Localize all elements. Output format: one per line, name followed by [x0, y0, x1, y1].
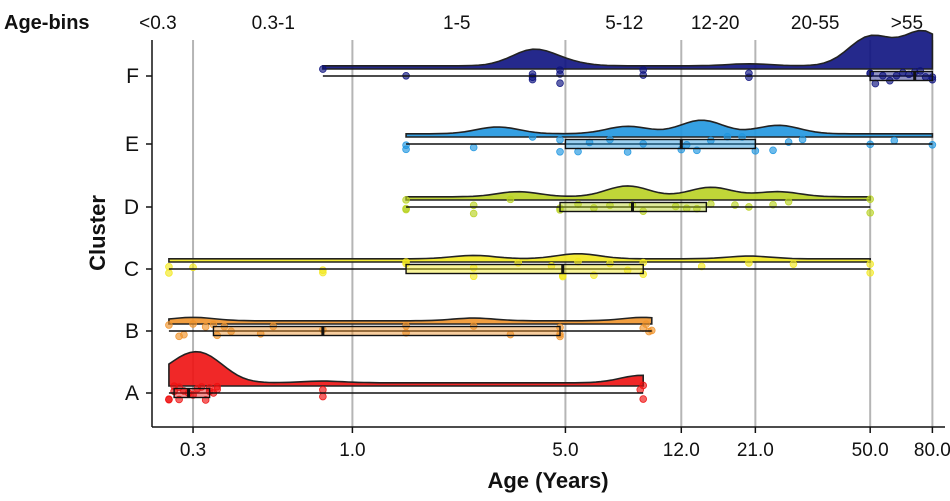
point-F-14: [871, 79, 880, 88]
age-bins-title: Age-bins: [4, 12, 90, 34]
density-F: [322, 29, 934, 70]
point-D-22: [866, 195, 874, 203]
series-D: [402, 185, 874, 218]
point-B-0: [165, 321, 173, 329]
y-tick-label-A: A: [125, 382, 139, 405]
point-C-4: [319, 266, 327, 274]
density-D: [405, 185, 872, 201]
point-E-4: [556, 136, 564, 144]
point-C-22: [866, 268, 874, 277]
age-bin-label-5: 20-55: [791, 13, 840, 34]
series-F: [319, 29, 937, 88]
point-E-16: [738, 133, 746, 141]
point-D-21: [866, 208, 874, 217]
point-D-2: [402, 196, 410, 204]
y-tick-label-B: B: [125, 320, 139, 343]
point-C-15: [606, 259, 614, 268]
y-tick-label-D: D: [124, 196, 139, 219]
point-C-20: [745, 259, 753, 267]
x-tick-label-6: 80.0: [914, 440, 950, 461]
age-bin-label-4: 12-20: [691, 13, 740, 34]
gridlines: [192, 40, 934, 427]
point-D-1: [402, 205, 410, 214]
age-bin-label-0: <0.3: [139, 13, 177, 34]
series-A: [165, 350, 648, 404]
point-E-23: [928, 141, 937, 149]
point-B-2: [180, 330, 188, 339]
point-A-21: [639, 395, 648, 403]
point-F-7: [556, 66, 564, 74]
y-axis-title: Cluster: [85, 195, 110, 271]
point-E-3: [528, 133, 537, 141]
box-B: [212, 325, 561, 337]
series-C: [165, 253, 874, 281]
density-A: [168, 350, 645, 387]
point-E-1: [402, 141, 410, 149]
labels: 0.3 1.0 5.0 12.0 21.0 50.0 80.0 <0.3 0.3-1 1-5 5-1…: [124, 13, 950, 461]
point-C-21: [789, 260, 798, 268]
x-tick-label-2: 5.0: [552, 440, 578, 461]
box-A: [173, 387, 211, 399]
x-tick-label-4: 21.0: [737, 440, 774, 461]
x-tick-label-3: 12.0: [663, 440, 700, 461]
density-B: [168, 316, 653, 325]
box-C: [405, 263, 644, 275]
series-E: [402, 119, 937, 156]
age-bin-label-6: >55: [891, 13, 923, 34]
y-tick-label-C: C: [124, 258, 139, 281]
point-F-5: [556, 79, 564, 87]
point-A-16: [213, 382, 221, 391]
x-tick-label-1: 1.0: [339, 440, 365, 461]
point-E-2: [469, 143, 478, 152]
box-F: [869, 70, 934, 82]
point-A-18: [319, 386, 327, 394]
point-F-0: [319, 65, 327, 73]
age-bin-label-1: 0.3-1: [252, 13, 295, 34]
point-B-3: [189, 320, 197, 328]
axes: [151, 40, 945, 428]
point-E-22: [890, 136, 899, 145]
point-E-9: [623, 148, 632, 156]
series-B: [165, 316, 656, 341]
point-C-23: [866, 260, 874, 268]
point-E-5: [556, 147, 564, 156]
x-tick-label-5: 50.0: [852, 440, 889, 461]
point-D-5: [506, 195, 515, 204]
point-D-4: [469, 209, 478, 218]
point-D-20: [784, 197, 793, 206]
age-bin-label-3: 5-12: [605, 13, 643, 34]
x-axis-title: Age (Years): [487, 468, 608, 493]
age-bin-label-2: 1-5: [443, 13, 470, 34]
box-E: [564, 138, 757, 150]
point-B-20: [642, 320, 650, 329]
y-tick-label-E: E: [125, 133, 139, 156]
y-tick-label-F: F: [126, 65, 139, 88]
point-F-9: [639, 71, 648, 79]
point-E-18: [769, 146, 777, 155]
x-tick-label-0: 0.3: [180, 440, 206, 461]
point-A-11: [201, 396, 210, 404]
point-A-17: [319, 392, 327, 401]
density-C: [168, 253, 872, 263]
point-A-20: [639, 381, 648, 390]
density-E: [405, 119, 934, 138]
point-F-4: [528, 73, 537, 81]
point-A-1: [165, 395, 173, 404]
series-layer: [165, 29, 937, 404]
point-B-4: [201, 323, 210, 331]
point-E-20: [798, 135, 807, 144]
point-C-19: [697, 262, 706, 271]
point-C-1: [165, 269, 173, 277]
